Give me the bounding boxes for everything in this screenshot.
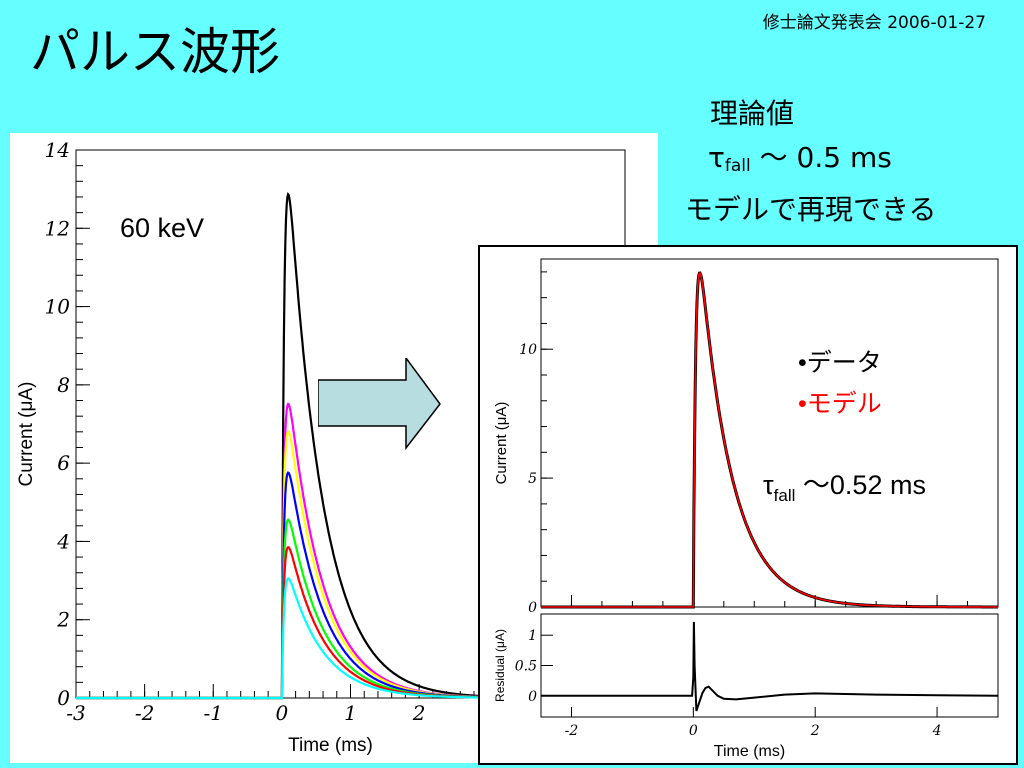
- theory-box: 理論値 τfall ～ 0.5 ms モデルで再現できる: [650, 92, 1000, 232]
- x-tick-label: -2: [135, 701, 154, 725]
- fit-tau-subscript: fall: [774, 486, 796, 505]
- theory-heading: 理論値: [710, 97, 795, 130]
- y-tick-label: 6: [57, 451, 70, 475]
- fit-tau-annotation: τfall ～0.52 ms: [763, 470, 926, 505]
- slide-title: パルス波形: [30, 23, 280, 81]
- theory-conclusion: モデルで再現できる: [685, 193, 937, 226]
- fit-y-tick-label: 5: [528, 471, 537, 487]
- x-tick-label: -1: [204, 701, 223, 725]
- residual-series-line: [541, 621, 999, 712]
- tau-symbol: τ: [708, 141, 725, 174]
- y-tick-label: 10: [45, 295, 71, 319]
- tau-subscript: fall: [724, 156, 751, 176]
- y-tick-label: 14: [45, 138, 70, 162]
- residual-y-tick-label: 1: [528, 628, 537, 644]
- residual-x-tick-label: -2: [565, 723, 579, 739]
- theory-tau: τfall ～ 0.5 ms: [650, 136, 1000, 188]
- residual-x-tick-label: 2: [810, 723, 820, 739]
- residual-x-tick-label: 4: [932, 723, 942, 739]
- y-tick-label: 4: [56, 529, 70, 553]
- right-arrow-icon: [318, 358, 441, 450]
- model-fit-chart: 0 5 10 Current (μA) •データ •モデル τfall ～0.52 ms 0 0…: [478, 245, 1018, 765]
- data-series-line: [541, 271, 998, 609]
- fit-tau-symbol: τ: [763, 470, 774, 500]
- y-tick-label: 0: [57, 686, 70, 710]
- y-tick-label: 2: [56, 608, 70, 632]
- x-tick-label: 2: [412, 701, 426, 725]
- x-tick-label: -3: [66, 701, 85, 725]
- x-tick-label: 0: [276, 701, 289, 725]
- residual-x-tick-label: 0: [689, 723, 698, 739]
- model-series-line: [541, 272, 998, 608]
- energy-annotation: 60 keV: [120, 213, 204, 243]
- y-tick-label: 8: [57, 373, 70, 397]
- residual-y-tick-label: 0.5: [515, 659, 537, 675]
- y-tick-label: 12: [45, 216, 70, 240]
- tau-value: ～ 0.5 ms: [759, 141, 892, 174]
- presentation-date: 修士論文発表会 2006-01-27: [762, 13, 986, 33]
- fit-y-axis-title: Current (μA): [493, 402, 510, 485]
- residual-plot-frame: [540, 613, 999, 718]
- y-axis-title: Current (μA): [16, 382, 37, 487]
- residual-y-tick-label: 0: [528, 689, 537, 705]
- residual-y-axis-title: Residual (μA): [493, 629, 507, 702]
- legend-model: •モデル: [798, 390, 882, 418]
- x-tick-label: 1: [344, 701, 357, 725]
- fit-tau-value: ～0.52 ms: [795, 470, 926, 500]
- x-axis-title: Time (ms): [288, 735, 373, 756]
- residual-x-axis-title: Time (ms): [714, 743, 785, 760]
- fit-plot-frame: [540, 258, 999, 608]
- fit-y-tick-label: 0: [528, 600, 537, 616]
- legend-data: •データ: [798, 349, 882, 377]
- fit-y-tick-label: 10: [519, 342, 537, 358]
